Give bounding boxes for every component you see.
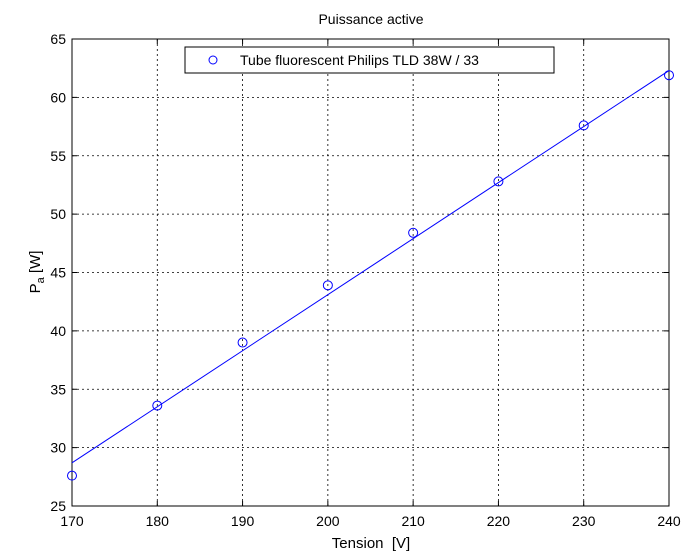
x-tick-label: 220 xyxy=(487,513,511,529)
y-axis-label: Pa [W] xyxy=(27,251,47,294)
legend-marker xyxy=(208,55,218,65)
legend-box xyxy=(184,46,555,74)
axis-ticks xyxy=(71,38,670,507)
x-tick-label: 240 xyxy=(657,513,681,529)
y-tick-label: 55 xyxy=(50,148,66,164)
y-tick-label: 30 xyxy=(50,440,66,456)
data-point xyxy=(152,400,163,411)
fit-line xyxy=(71,70,670,464)
y-tick-label: 40 xyxy=(50,323,66,339)
x-tick-label: 200 xyxy=(316,513,340,529)
y-tick-labels: 25 30 35 40 45 50 55 60 65 xyxy=(50,31,66,514)
data-point xyxy=(67,470,77,481)
x-tick-label: 230 xyxy=(572,513,596,529)
x-tick-label: 210 xyxy=(401,513,425,529)
legend: Tube fluorescent Philips TLD 38W / 33 xyxy=(184,46,555,74)
y-tick-label: 25 xyxy=(50,498,66,514)
y-tick-label: 65 xyxy=(50,31,66,47)
data-point xyxy=(237,337,248,348)
data-point xyxy=(322,280,333,291)
y-tick-label: 60 xyxy=(50,89,66,105)
data-markers xyxy=(67,70,674,481)
y-axis-label-sub: a xyxy=(35,276,47,283)
x-tick-label: 180 xyxy=(146,513,170,529)
y-tick-label: 45 xyxy=(50,265,66,281)
plot-area xyxy=(71,38,670,507)
data-point xyxy=(664,70,674,81)
x-tick-label: 170 xyxy=(60,513,84,529)
x-axis-label: Tension [V] xyxy=(332,535,410,552)
x-tick-label: 190 xyxy=(231,513,255,529)
y-tick-label: 35 xyxy=(50,381,66,397)
legend-label: Tube fluorescent Philips TLD 38W / 33 xyxy=(240,52,479,68)
y-axis-label-unit: [W] xyxy=(27,251,44,278)
data-point xyxy=(493,176,504,187)
chart-title: Puissance active xyxy=(318,11,423,27)
y-tick-label: 50 xyxy=(50,206,66,222)
data-point xyxy=(578,120,589,131)
y-axis-label-main: P xyxy=(27,283,44,293)
x-tick-labels: 170 180 190 200 210 220 230 240 xyxy=(60,513,681,529)
data-point xyxy=(408,227,419,238)
